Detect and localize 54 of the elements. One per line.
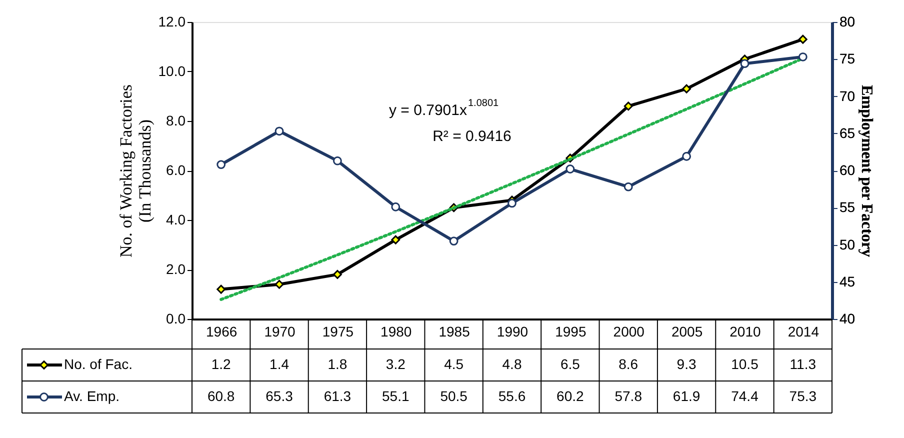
data-label: 61.9 <box>672 388 700 404</box>
x-tick-label: 1980 <box>380 324 412 340</box>
y-tick-label: 8.0 <box>166 112 186 128</box>
x-tick-label: 2005 <box>671 324 703 340</box>
y-tick-label: 4.0 <box>166 212 186 228</box>
y-tick-label: 6.0 <box>166 162 186 178</box>
y2-tick-label: 60 <box>840 162 856 178</box>
x-tick-label: 1966 <box>206 324 238 340</box>
y2-tick-label: 70 <box>840 88 856 104</box>
data-label: 6.5 <box>560 356 580 372</box>
x-tick-label: 2014 <box>788 324 820 340</box>
data-label: 74.4 <box>731 388 759 404</box>
data-label: 50.5 <box>440 388 468 404</box>
data-label: 57.8 <box>614 388 642 404</box>
x-tick-label: 2000 <box>613 324 645 340</box>
y-tick-label: 10.0 <box>158 63 186 79</box>
data-label: 9.3 <box>676 356 696 372</box>
data-label: 1.2 <box>211 356 232 372</box>
data-label: 1.8 <box>328 356 348 372</box>
annotation: R² = 0.9416 <box>432 128 512 145</box>
y-tick-label: 2.0 <box>166 261 186 277</box>
data-label: 61.3 <box>324 388 352 404</box>
data-label: 75.3 <box>789 388 817 404</box>
x-tick-label: 1970 <box>264 324 296 340</box>
x-tick-label: 1990 <box>496 324 528 340</box>
data-label: 1.4 <box>270 356 290 372</box>
y-axis-title: No. of Working Factories (In Thousands) <box>116 84 154 258</box>
data-label: 3.2 <box>386 356 406 372</box>
data-label: 4.8 <box>502 356 522 372</box>
y-tick-label: 12.0 <box>158 14 186 30</box>
data-label: 8.6 <box>618 356 638 372</box>
data-label: 55.6 <box>498 388 526 404</box>
legend-label: Av. Emp. <box>64 388 120 404</box>
data-label: 60.2 <box>556 388 584 404</box>
data-label: 60.8 <box>207 388 235 404</box>
y2-tick-label: 55 <box>840 199 856 216</box>
x-tick-label: 2010 <box>730 324 762 340</box>
data-label: 65.3 <box>266 388 294 404</box>
y-tick-label: 0.0 <box>166 310 186 326</box>
y2-axis-title: Employment per Factory <box>858 84 876 258</box>
data-label: 4.5 <box>444 356 464 372</box>
data-label: 10.5 <box>731 356 759 372</box>
y2-tick-label: 75 <box>840 50 856 67</box>
x-tick-label: 1975 <box>322 324 354 340</box>
y2-tick-label: 65 <box>840 124 856 141</box>
y2-tick-label: 50 <box>840 236 856 252</box>
legend-label: No. of Fac. <box>64 356 132 372</box>
y2-tick-label: 45 <box>840 273 856 290</box>
y2-tick-label: 40 <box>840 310 856 326</box>
y2-tick-label: 80 <box>840 14 856 30</box>
x-tick-label: 1995 <box>555 324 586 340</box>
x-tick-label: 1985 <box>438 324 470 340</box>
data-label: 11.3 <box>790 356 816 372</box>
data-label: 55.1 <box>382 388 410 404</box>
